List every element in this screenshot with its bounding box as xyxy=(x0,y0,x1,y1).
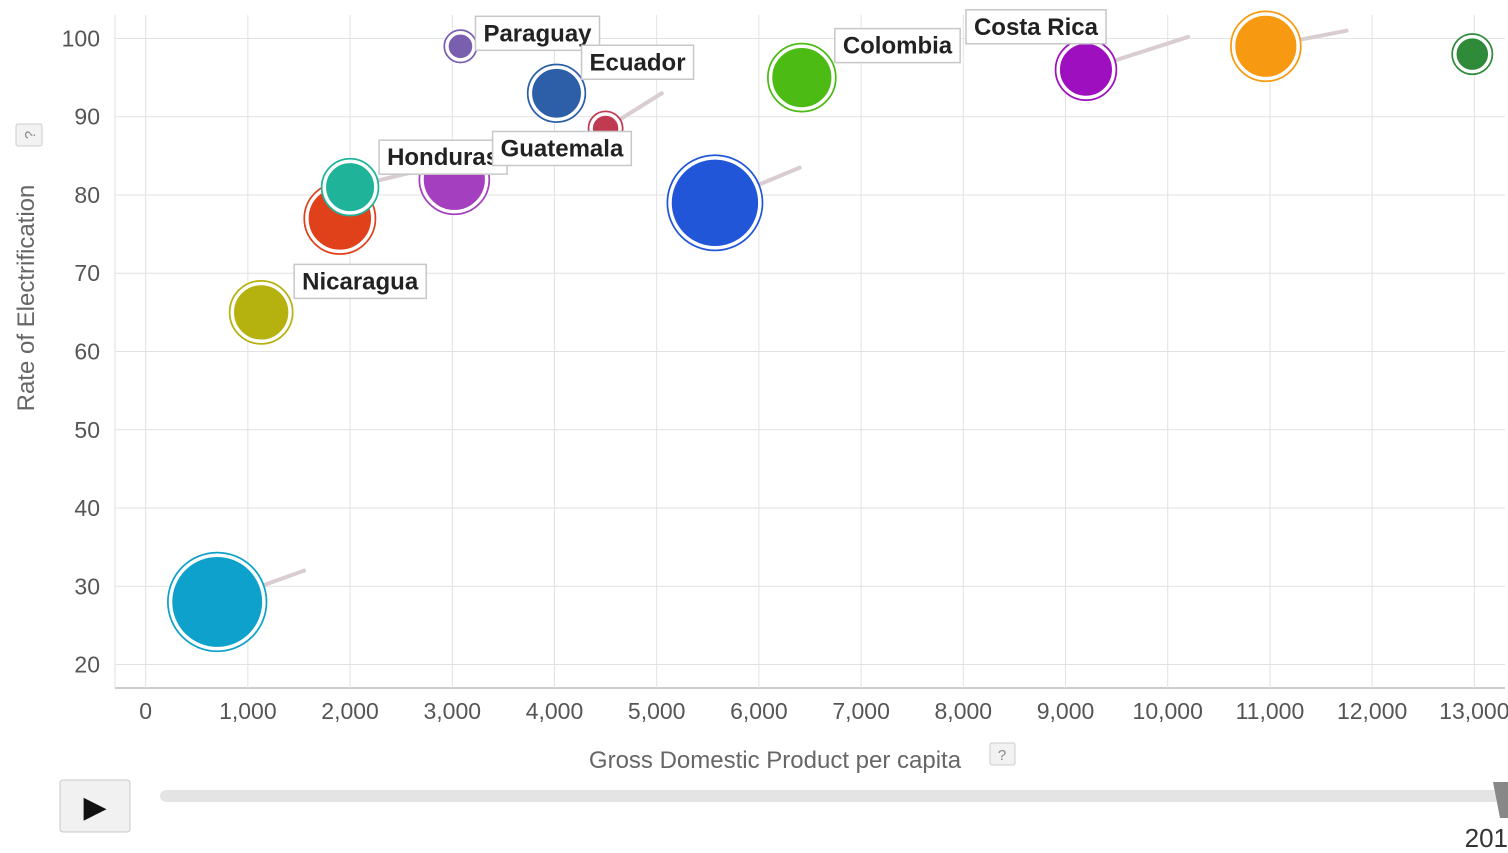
x-tick-label: 12,000 xyxy=(1337,698,1407,724)
x-tick-label: 4,000 xyxy=(526,698,584,724)
svg-text:Ecuador: Ecuador xyxy=(590,49,686,76)
bubbles[interactable] xyxy=(167,10,1494,653)
bubble-label: Guatemala xyxy=(491,130,633,167)
y-tick-label: 100 xyxy=(62,25,100,51)
y-tick-label: 60 xyxy=(74,339,100,365)
x-tick-label: 10,000 xyxy=(1133,698,1203,724)
slider-handle[interactable] xyxy=(1493,782,1508,818)
x-tick-label: 5,000 xyxy=(628,698,686,724)
bubble[interactable] xyxy=(526,63,587,123)
svg-text:?: ? xyxy=(998,747,1006,764)
svg-text:Guatemala: Guatemala xyxy=(501,135,624,162)
svg-text:Colombia: Colombia xyxy=(843,33,953,60)
y-tick-label: 90 xyxy=(74,104,100,130)
x-tick-label: 2,000 xyxy=(321,698,379,724)
bubble-label: Nicaragua xyxy=(293,263,427,300)
y-tick-label: 40 xyxy=(74,495,100,521)
bubble[interactable] xyxy=(1054,38,1118,102)
bubble-label: Colombia xyxy=(834,27,961,64)
x-axis-help-icon[interactable]: ? xyxy=(989,742,1016,766)
bubble[interactable] xyxy=(1230,10,1302,83)
play-button[interactable]: ▶ xyxy=(59,779,131,833)
bubble[interactable] xyxy=(443,29,478,64)
bubble[interactable] xyxy=(766,42,837,113)
x-tick-label: 7,000 xyxy=(832,698,890,724)
x-tick-label: 13,000 xyxy=(1439,698,1508,724)
bubble[interactable] xyxy=(167,551,268,653)
bubble[interactable] xyxy=(228,279,294,345)
y-tick-label: 30 xyxy=(74,573,100,599)
x-tick-label: 9,000 xyxy=(1037,698,1095,724)
svg-text:Paraguay: Paraguay xyxy=(483,20,592,47)
y-tick-label: 70 xyxy=(74,260,100,286)
x-axis-ticks: 0 1,000 2,000 3,000 4,000 5,000 6,000 7,000 8,00… xyxy=(139,698,1508,724)
y-tick-label: 80 xyxy=(74,182,100,208)
gridlines xyxy=(114,15,1505,689)
svg-text:Honduras: Honduras xyxy=(387,144,499,171)
x-tick-label: 3,000 xyxy=(423,698,481,724)
x-tick-label: 8,000 xyxy=(935,698,993,724)
y-axis-help-icon[interactable]: ? xyxy=(15,123,43,147)
svg-text:Nicaragua: Nicaragua xyxy=(302,268,419,295)
y-axis-title: Rate of Electrification xyxy=(13,185,40,412)
y-tick-label: 50 xyxy=(74,417,100,443)
svg-text:?: ? xyxy=(22,131,39,139)
play-icon: ▶ xyxy=(83,791,106,824)
y-axis-ticks: 20 30 40 50 60 70 80 90 100 xyxy=(62,25,100,677)
slider-track[interactable] xyxy=(160,790,1500,802)
x-tick-label: 11,000 xyxy=(1236,698,1305,724)
svg-text:Costa Rica: Costa Rica xyxy=(974,14,1099,41)
x-axis-title: Gross Domestic Product per capita xyxy=(589,747,962,774)
bubble-label: Costa Rica xyxy=(965,9,1107,45)
x-tick-label: 6,000 xyxy=(730,698,788,724)
bubble-label: Ecuador xyxy=(580,44,695,81)
bubble[interactable] xyxy=(1451,33,1494,76)
bubble-label: Paraguay xyxy=(474,15,601,52)
bubble-label: Honduras xyxy=(378,139,508,175)
y-tick-label: 20 xyxy=(74,652,100,678)
x-tick-label: 1,000 xyxy=(219,698,277,724)
year-label: 201 xyxy=(1465,823,1508,853)
x-tick-label: 0 xyxy=(139,698,152,724)
bubble[interactable] xyxy=(320,157,380,217)
bubble[interactable] xyxy=(666,154,764,252)
timeline-slider[interactable] xyxy=(160,782,1508,818)
